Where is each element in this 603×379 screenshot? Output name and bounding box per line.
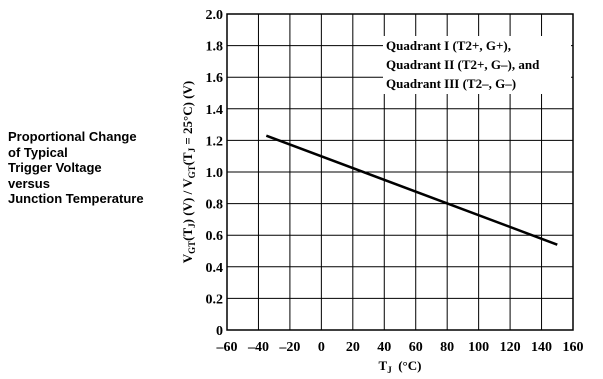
y-tick-label: 0.4 (206, 261, 224, 276)
x-tick-label: –20 (278, 340, 300, 355)
legend-entry: Quadrant I (T2+, G+), (386, 38, 511, 53)
x-tick-label: 120 (500, 340, 521, 355)
x-tick-label: 80 (440, 340, 454, 355)
side-title-line: of Typical (8, 144, 68, 160)
x-tick-label: 100 (468, 340, 489, 355)
side-title-line: Trigger Voltage (8, 160, 102, 175)
y-tick-label: 1.8 (206, 40, 224, 55)
x-tick-label: 140 (531, 340, 552, 355)
x-tick-label: –40 (247, 340, 269, 355)
x-tick-label: –60 (216, 340, 238, 355)
y-tick-label: 0 (216, 324, 223, 339)
y-tick-label: 1.6 (206, 71, 224, 86)
y-tick-label: 0.2 (206, 292, 224, 307)
x-tick-label: 20 (346, 340, 360, 355)
legend-box (383, 36, 571, 94)
legend-entry: Quadrant III (T2–, G–) (386, 76, 516, 91)
plot-frame (226, 13, 574, 331)
x-tick-label: 40 (377, 340, 391, 355)
y-axis-label: VGT(TJ) (V) / VGT(TJ = 25°C) (V) (180, 81, 197, 263)
side-title: Proportional Change of Typical Trigger V… (8, 129, 144, 207)
y-tick-label: 1.0 (206, 166, 224, 181)
y-tick-label: 1.2 (206, 134, 224, 149)
side-title-line: Junction Temperature (8, 191, 144, 206)
x-tick-label: 160 (563, 340, 584, 355)
series-line (265, 134, 558, 246)
y-tick-label: 0.8 (206, 198, 224, 213)
legend-entry: Quadrant II (T2+, G–), and (386, 57, 540, 72)
x-tick-label: 60 (409, 340, 423, 355)
side-title-line: Proportional Change (8, 129, 137, 144)
y-tick-label: 0.6 (206, 229, 224, 244)
x-tick-label: 0 (318, 340, 325, 355)
x-axis-label: TJ (°C) (379, 358, 422, 375)
y-tick-label: 1.4 (206, 103, 224, 118)
side-title-line: versus (8, 175, 50, 191)
y-tick-label: 2.0 (206, 8, 224, 23)
